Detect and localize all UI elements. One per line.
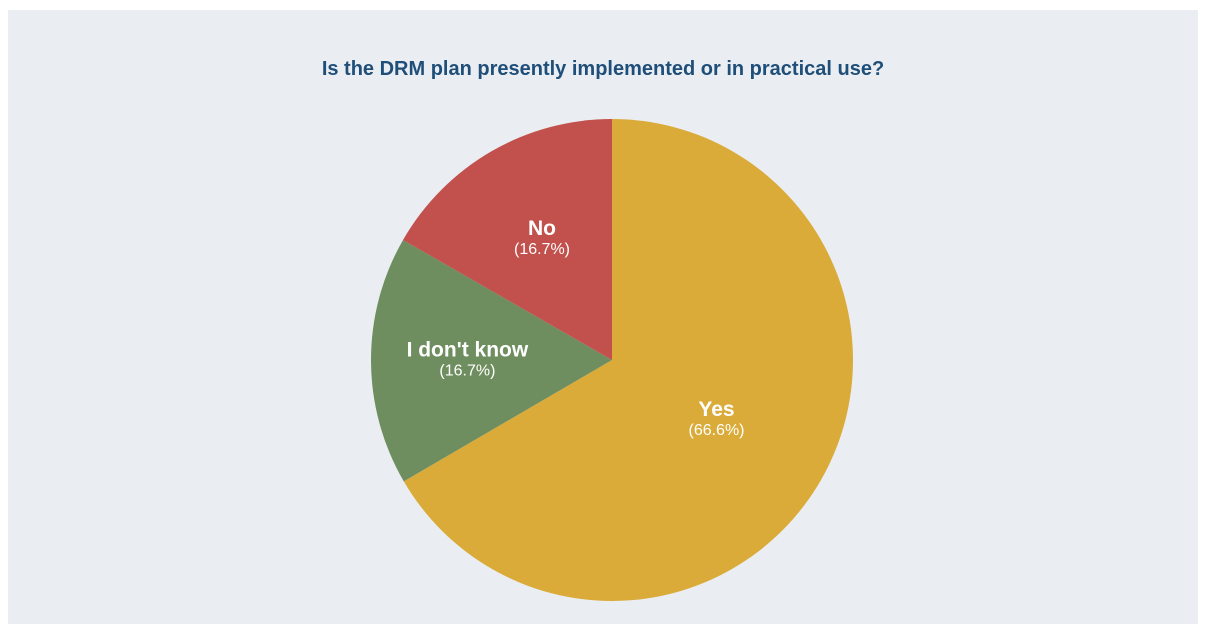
chart-title: Is the DRM plan presently implemented or… xyxy=(321,58,885,80)
slice-label-i-don-t-know: I don't know xyxy=(407,339,529,362)
slice-label-yes: Yes xyxy=(698,398,734,421)
pie-slice-yes xyxy=(403,119,853,601)
pie-chart: Yes(66.6%)I don't know(16.7%)No(16.7%) xyxy=(371,119,853,601)
slice-label-no: No xyxy=(528,217,556,240)
pie-slice-no xyxy=(403,119,612,360)
slice-value-i-don-t-know: (16.7%) xyxy=(439,363,495,380)
chart-panel: Is the DRM plan presently implemented or… xyxy=(8,10,1198,624)
pie-slice-i-don-t-know xyxy=(371,239,612,482)
slice-value-yes: (66.6%) xyxy=(688,422,744,439)
slice-value-no: (16.7%) xyxy=(514,241,570,258)
